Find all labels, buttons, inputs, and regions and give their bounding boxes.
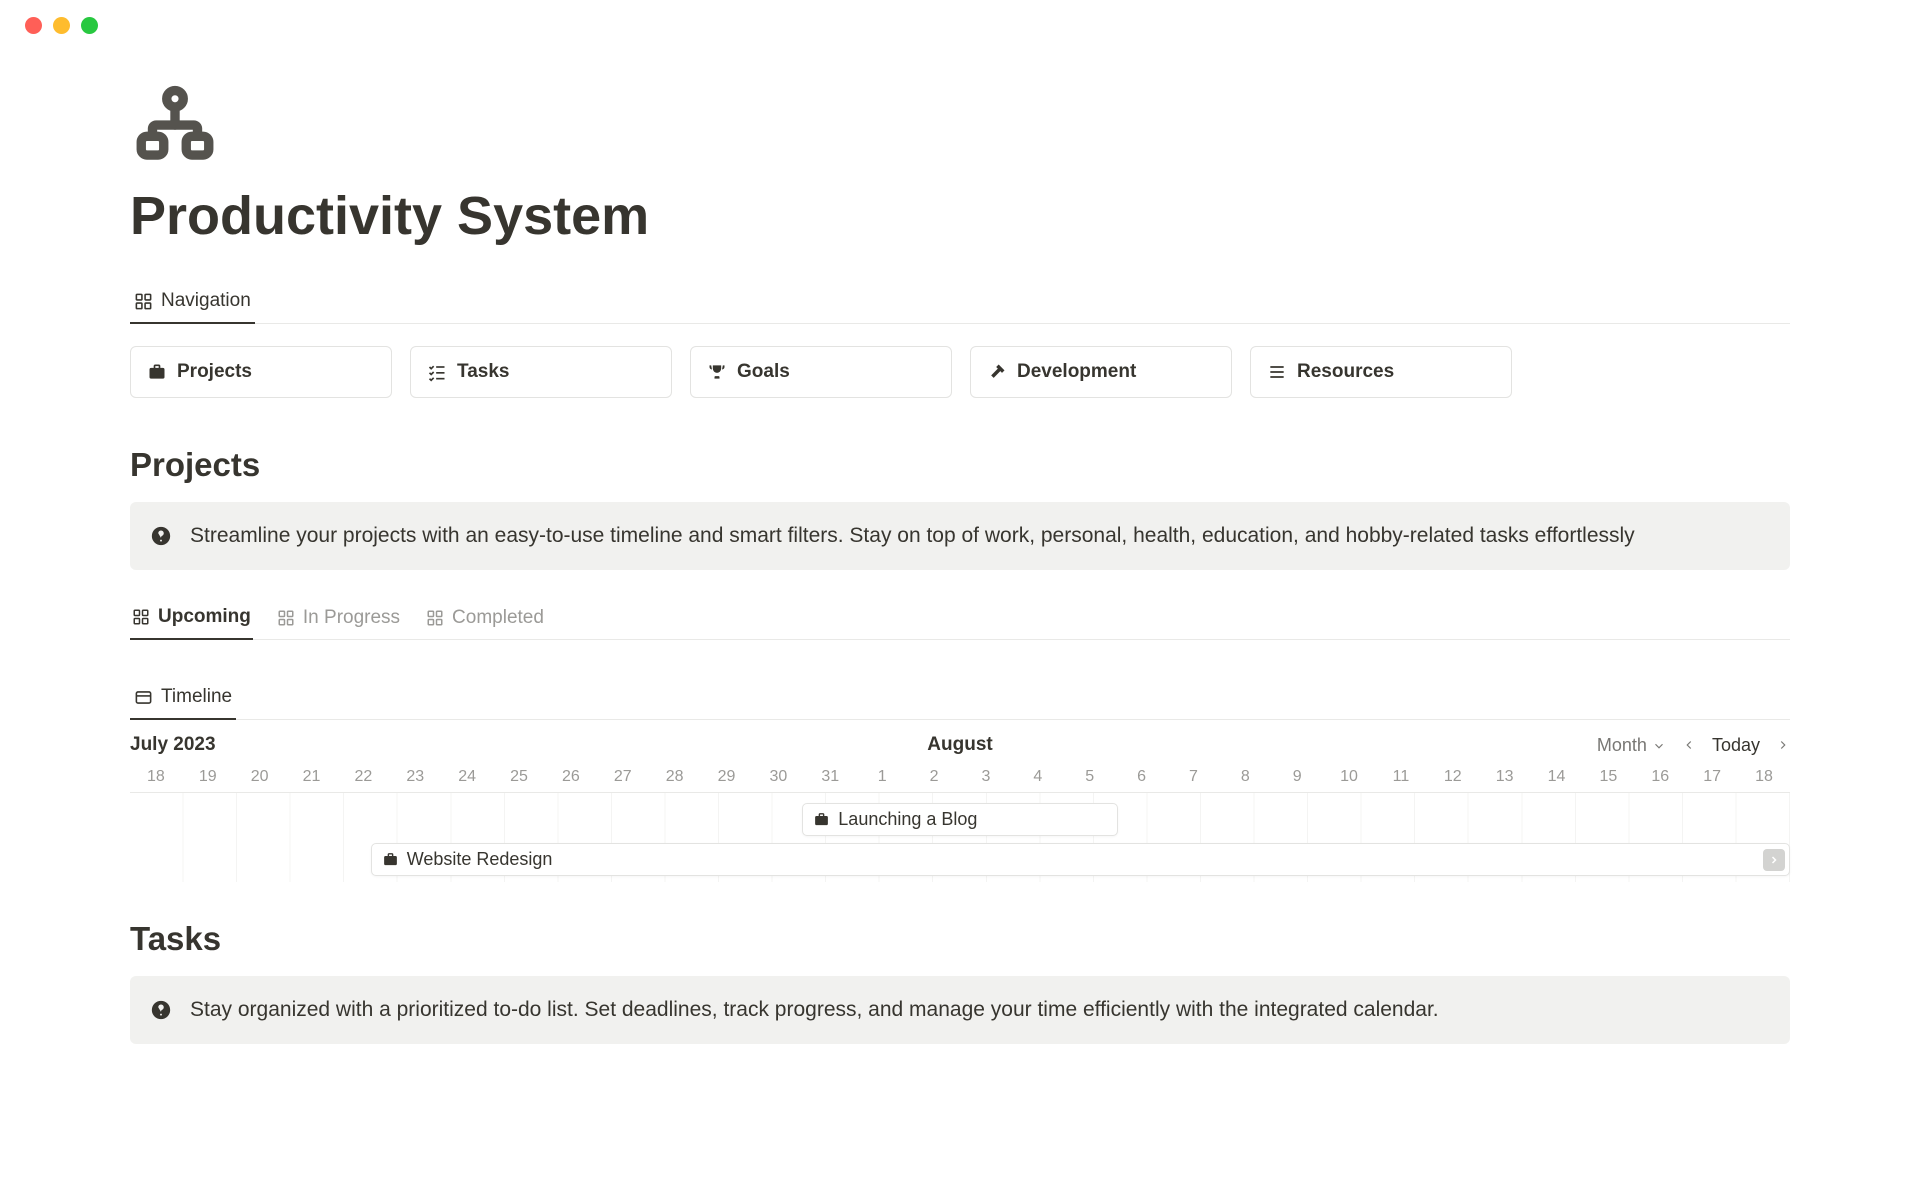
day-label: 18: [1738, 768, 1790, 786]
day-label: 19: [182, 768, 234, 786]
timeline-header: July 2023 August Month Today: [130, 720, 1790, 762]
day-label: 1: [856, 768, 908, 786]
day-label: 23: [389, 768, 441, 786]
day-label: 25: [493, 768, 545, 786]
overflow-right-icon[interactable]: [1763, 849, 1785, 871]
nav-cards: Projects Tasks Goals Development Resourc…: [130, 346, 1790, 398]
day-label: 12: [1427, 768, 1479, 786]
card-development[interactable]: Development: [970, 346, 1232, 398]
window: Productivity System Navigation Projects …: [0, 0, 1920, 1200]
tab-label: In Progress: [303, 607, 400, 629]
page-title: Productivity System: [130, 185, 1790, 247]
view-mode-selector[interactable]: Month: [1597, 735, 1666, 756]
timeline-view-tabs: Timeline: [130, 678, 1790, 720]
help-icon: [150, 525, 172, 547]
tasks-section: Tasks Stay organized with a prioritized …: [130, 920, 1790, 1044]
timeline-bar[interactable]: Website Redesign: [371, 843, 1790, 876]
bar-label: Launching a Blog: [838, 809, 977, 830]
section-title-projects: Projects: [130, 446, 1790, 484]
trophy-icon: [707, 362, 727, 382]
day-label: 21: [286, 768, 338, 786]
day-label: 4: [1012, 768, 1064, 786]
tab-label: Timeline: [161, 686, 232, 708]
day-label: 28: [649, 768, 701, 786]
help-icon: [150, 999, 172, 1021]
view-mode-label: Month: [1597, 735, 1647, 755]
chevron-left-icon[interactable]: [1682, 738, 1696, 752]
tab-label: Navigation: [161, 290, 251, 312]
timeline-controls: Month Today: [1597, 735, 1790, 756]
day-label: 7: [1168, 768, 1220, 786]
day-label: 5: [1064, 768, 1116, 786]
tab-label: Completed: [452, 607, 544, 629]
chevron-down-icon: [1652, 739, 1666, 753]
day-label: 11: [1375, 768, 1427, 786]
day-label: 6: [1116, 768, 1168, 786]
day-label: 16: [1634, 768, 1686, 786]
day-label: 14: [1531, 768, 1583, 786]
day-label: 3: [960, 768, 1012, 786]
tab-timeline[interactable]: Timeline: [130, 678, 236, 720]
timeline-body[interactable]: Launching a Blog Website Redesign: [130, 792, 1790, 882]
titlebar: [0, 0, 1920, 50]
tab-label: Upcoming: [158, 606, 251, 628]
tab-navigation[interactable]: Navigation: [130, 282, 255, 324]
maximize-window-icon[interactable]: [81, 17, 98, 34]
day-label: 22: [338, 768, 390, 786]
card-tasks[interactable]: Tasks: [410, 346, 672, 398]
stack-icon: [1267, 362, 1287, 382]
day-label: 24: [441, 768, 493, 786]
day-label: 18: [130, 768, 182, 786]
tab-completed[interactable]: Completed: [424, 598, 546, 639]
briefcase-icon: [147, 362, 167, 382]
day-label: 8: [1219, 768, 1271, 786]
close-window-icon[interactable]: [25, 17, 42, 34]
day-label: 30: [753, 768, 805, 786]
day-label: 10: [1323, 768, 1375, 786]
tab-in-progress[interactable]: In Progress: [275, 598, 402, 639]
day-label: 27: [597, 768, 649, 786]
today-button[interactable]: Today: [1712, 735, 1760, 756]
day-label: 9: [1271, 768, 1323, 786]
card-label: Tasks: [457, 361, 509, 383]
timeline-icon: [134, 688, 153, 707]
day-label: 20: [234, 768, 286, 786]
day-row: 1819202122232425262728293031123456789101…: [130, 762, 1790, 792]
page-content: Productivity System Navigation Projects …: [0, 50, 1920, 1044]
hammer-icon: [987, 362, 1007, 382]
card-projects[interactable]: Projects: [130, 346, 392, 398]
card-label: Projects: [177, 361, 252, 383]
day-label: 29: [701, 768, 753, 786]
minimize-window-icon[interactable]: [53, 17, 70, 34]
chevron-right-icon[interactable]: [1776, 738, 1790, 752]
day-label: 31: [804, 768, 856, 786]
bar-label: Website Redesign: [407, 849, 553, 870]
day-label: 17: [1686, 768, 1738, 786]
callout-tasks: Stay organized with a prioritized to-do …: [130, 976, 1790, 1044]
callout-projects: Streamline your projects with an easy-to…: [130, 502, 1790, 570]
card-goals[interactable]: Goals: [690, 346, 952, 398]
day-label: 15: [1583, 768, 1635, 786]
month-label-1: July 2023: [130, 734, 216, 756]
callout-text: Stay organized with a prioritized to-do …: [190, 998, 1439, 1022]
view-tabs: Upcoming In Progress Completed: [130, 598, 1790, 640]
page-icon[interactable]: [130, 80, 220, 160]
card-label: Goals: [737, 361, 790, 383]
section-title-tasks: Tasks: [130, 920, 1790, 958]
card-label: Development: [1017, 361, 1136, 383]
card-label: Resources: [1297, 361, 1394, 383]
nav-tabs: Navigation: [130, 282, 1790, 324]
timeline-bar[interactable]: Launching a Blog: [802, 803, 1117, 836]
tab-upcoming[interactable]: Upcoming: [130, 598, 253, 640]
callout-text: Streamline your projects with an easy-to…: [190, 524, 1635, 548]
checklist-icon: [427, 362, 447, 382]
briefcase-icon: [382, 851, 399, 868]
card-resources[interactable]: Resources: [1250, 346, 1512, 398]
briefcase-icon: [813, 811, 830, 828]
day-label: 2: [908, 768, 960, 786]
month-label-2: August: [927, 734, 992, 756]
day-label: 13: [1479, 768, 1531, 786]
day-label: 26: [545, 768, 597, 786]
